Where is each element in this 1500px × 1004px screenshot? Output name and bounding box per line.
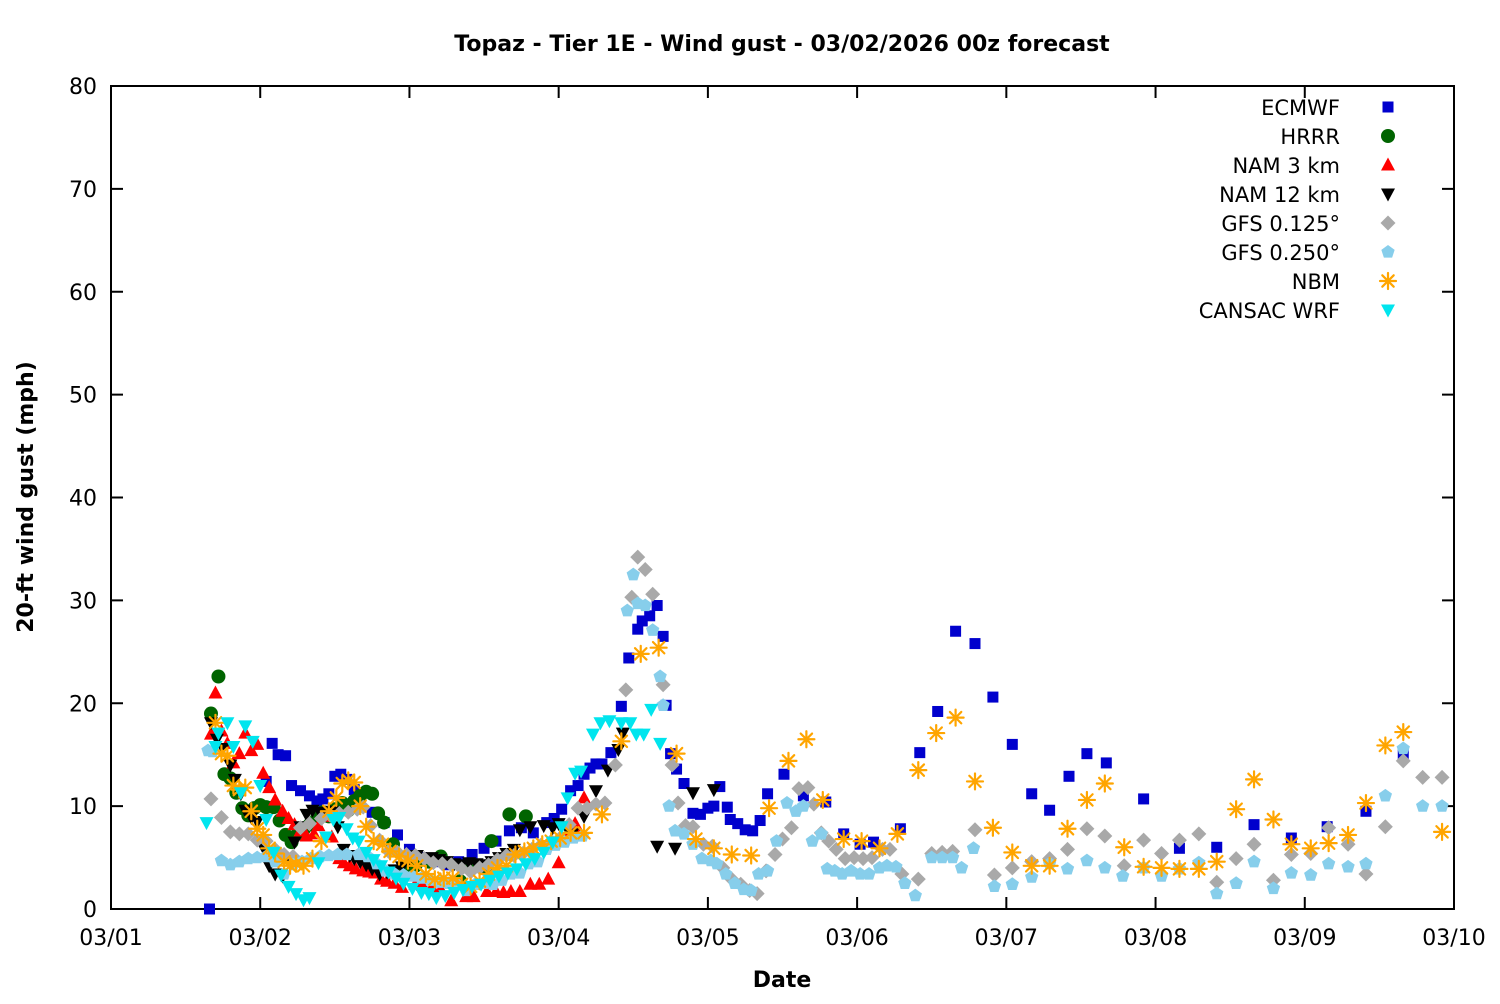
triangle-down-icon [1381,304,1395,318]
legend-label: ECMWF [1261,96,1340,120]
x-axis-tick-labels: 03/01 03/02 03/03 03/04 03/05 03/06 03/07 03/08… [79,926,1485,951]
x-tick-label: 03/02 [229,926,292,951]
series-cansac-wrf-points [199,703,668,908]
pentagon-icon [1381,245,1395,258]
x-tick-label: 03/08 [1124,926,1187,951]
legend-label: GFS 0.125° [1221,212,1340,236]
x-tick-label: 03/09 [1273,926,1336,951]
circle-icon [1381,129,1395,143]
triangle-up-icon [1381,157,1395,171]
data-points-layer [199,549,1452,915]
x-tick-label: 03/03 [378,926,441,951]
y-tick-label: 60 [69,281,97,306]
triangle-down-icon [1381,188,1395,202]
diamond-icon [1380,215,1396,231]
legend-label: CANSAC WRF [1199,299,1340,323]
x-axis-title: Date [753,968,812,993]
legend-item-hrrr: HRRR [1280,125,1395,149]
y-tick-label: 40 [69,487,97,512]
y-tick-label: 70 [69,178,97,203]
axis-ticks [110,85,1455,910]
legend-item-gfs-0-250: GFS 0.250° [1221,241,1395,265]
x-tick-label: 03/07 [975,926,1038,951]
asterisk-icon [1378,271,1398,291]
y-tick-label: 0 [83,898,97,923]
y-axis-title: 20-ft wind gust (mph) [14,361,39,633]
y-tick-label: 20 [69,692,97,717]
legend-item-ecmwf: ECMWF [1261,96,1394,120]
legend-label: GFS 0.250° [1221,241,1340,265]
y-tick-label: 50 [69,384,97,409]
chart-title: Topaz - Tier 1E - Wind gust - 03/02/2026… [454,32,1110,57]
square-icon [1382,101,1394,113]
legend-item-cansac-wrf: CANSAC WRF [1199,299,1395,323]
x-tick-label: 03/01 [79,926,142,951]
x-tick-label: 03/06 [825,926,888,951]
y-tick-label: 80 [69,75,97,100]
legend-label: NAM 3 km [1232,154,1340,178]
legend-item-nam-3-km: NAM 3 km [1232,154,1395,178]
legend-item-gfs-0-125: GFS 0.125° [1221,212,1396,236]
x-tick-label: 03/10 [1422,926,1485,951]
legend-label: HRRR [1280,125,1340,149]
y-tick-label: 30 [69,589,97,614]
series-nbm-points [206,638,1452,896]
legend-item-nbm: NBM [1292,270,1398,294]
legend: ECMWF HRRR NAM 3 km NAM 12 km GFS 0.125° GFS … [1199,96,1398,323]
y-tick-label: 10 [69,795,97,820]
y-axis-tick-labels: 0 10 20 30 40 50 60 70 80 [69,75,97,923]
x-tick-label: 03/04 [527,926,590,951]
x-tick-label: 03/05 [676,926,739,951]
legend-label: NAM 12 km [1219,183,1340,207]
legend-label: NBM [1292,270,1340,294]
legend-item-nam-12-km: NAM 12 km [1219,183,1395,207]
